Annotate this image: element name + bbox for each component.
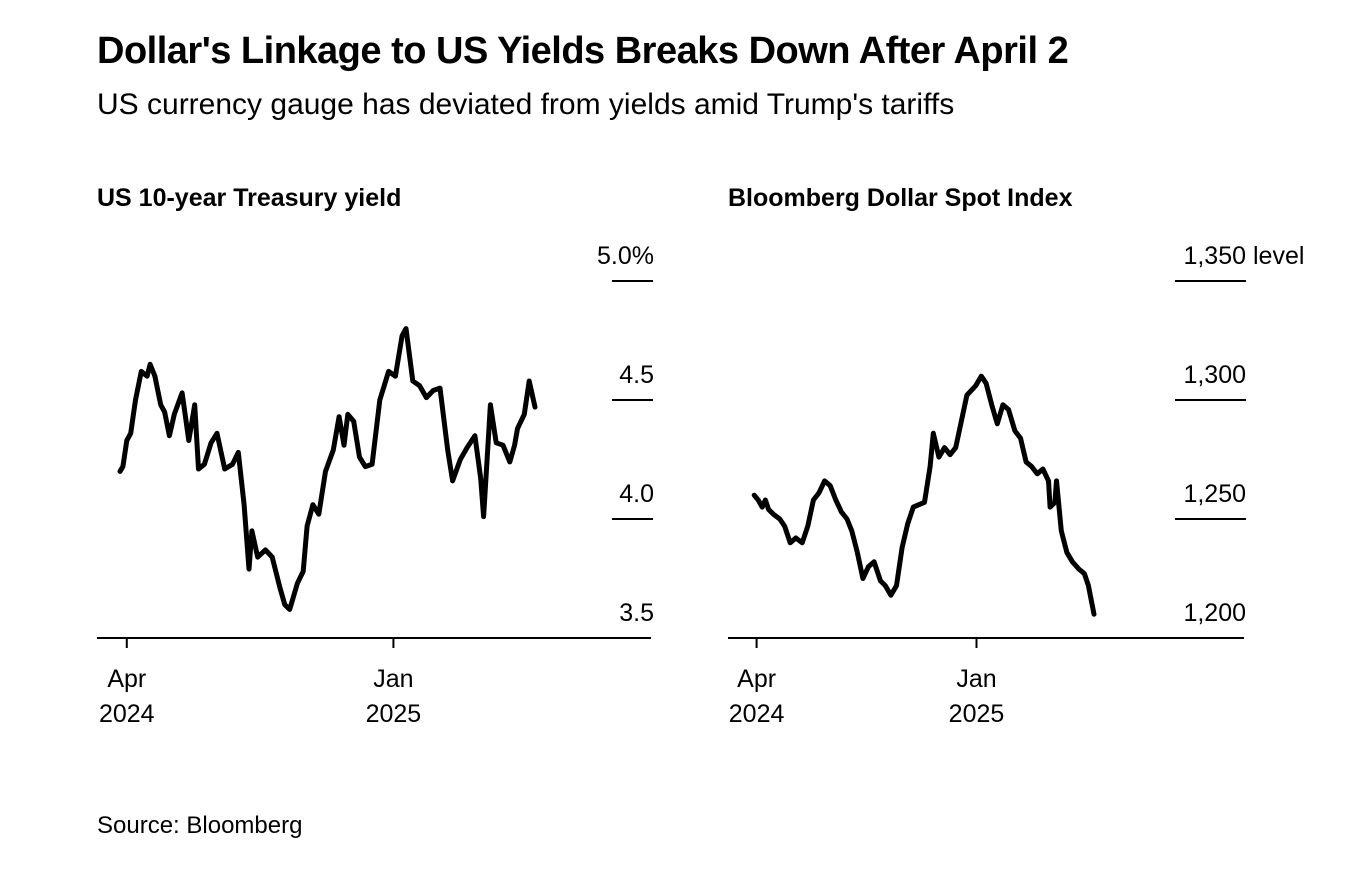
y-tick-label-0: 5.0%: [597, 242, 654, 270]
x-tick-label-0: Apr: [737, 665, 776, 693]
dollar-panel-title: Bloomberg Dollar Spot Index: [728, 184, 1073, 212]
y-tick-label-1: 4.5: [619, 361, 654, 389]
series-line-0: [751, 373, 1097, 617]
x-tick-year-0: 2024: [729, 700, 785, 728]
y-tick-label-0: 1,350: [1183, 242, 1246, 270]
chart-title: Dollar's Linkage to US Yields Breaks Dow…: [97, 30, 1069, 72]
x-tick-label-1: Jan: [373, 665, 413, 693]
y-tick-label-1: 1,300: [1183, 361, 1246, 389]
y-tick-label-3: 3.5: [619, 599, 654, 627]
treasury-yield-chart: 5.0% 4.5 4.0 3.5 Apr 2024 Jan 2025: [97, 242, 654, 728]
chart-subtitle: US currency gauge has deviated from yiel…: [97, 88, 955, 121]
x-tick-label-0: Apr: [107, 665, 146, 693]
y-unit-label: level: [1253, 242, 1304, 270]
source-note: Source: Bloomberg: [97, 812, 303, 839]
x-tick-year-1: 2025: [949, 700, 1005, 728]
x-tick-year-0: 2024: [99, 700, 155, 728]
y-tick-label-2: 4.0: [619, 480, 654, 508]
y-tick-label-2: 1,250: [1183, 480, 1246, 508]
series-line-0: [117, 326, 538, 612]
x-tick-year-1: 2025: [366, 700, 422, 728]
x-tick-label-1: Jan: [956, 665, 996, 693]
treasury-panel-title: US 10-year Treasury yield: [97, 184, 402, 212]
y-tick-label-3: 1,200: [1183, 599, 1246, 627]
